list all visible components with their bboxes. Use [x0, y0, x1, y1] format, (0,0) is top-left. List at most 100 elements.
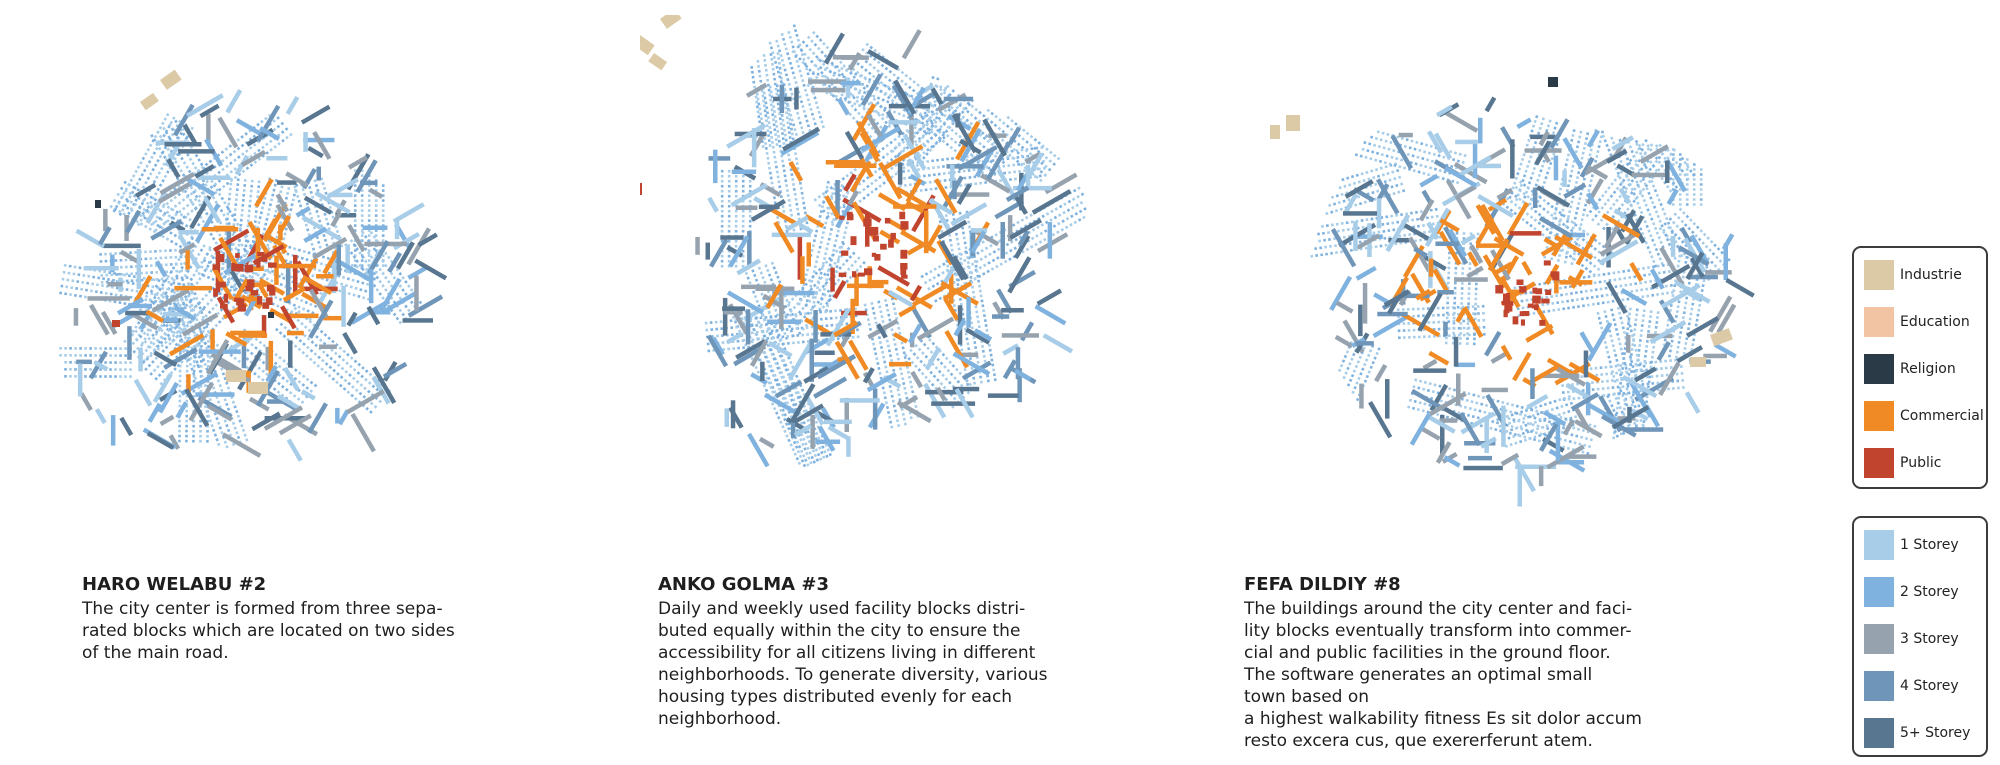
- building-block: [282, 313, 319, 319]
- house-plot: [986, 269, 990, 274]
- house-plot: [360, 264, 364, 267]
- house-plot: [938, 220, 942, 224]
- house-plot: [727, 204, 731, 208]
- house-plot: [194, 194, 199, 199]
- house-plot: [1063, 202, 1067, 206]
- house-plot: [233, 218, 237, 222]
- house-plot: [89, 347, 92, 350]
- building-block: [124, 215, 129, 241]
- house-plot: [192, 331, 197, 335]
- house-plot: [360, 374, 364, 379]
- house-plot: [159, 381, 164, 386]
- house-plot: [755, 323, 759, 327]
- building-block: [269, 307, 293, 324]
- house-plot: [880, 116, 885, 121]
- house-plot: [161, 179, 165, 183]
- house-plot: [948, 360, 952, 365]
- house-plot: [229, 285, 234, 289]
- house-plot: [970, 366, 974, 370]
- house-plot: [257, 366, 262, 371]
- house-plot: [164, 263, 168, 267]
- house-plot: [143, 337, 147, 341]
- house-plot: [401, 312, 405, 317]
- house-plot: [354, 388, 359, 393]
- house-plot: [989, 120, 994, 124]
- house-plot: [720, 219, 724, 223]
- house-plot: [281, 376, 286, 380]
- house-plot: [170, 339, 175, 343]
- house-plot: [786, 335, 790, 338]
- house-plot: [137, 196, 141, 201]
- house-plot: [777, 139, 781, 143]
- house-plot: [812, 239, 816, 243]
- house-plot: [206, 275, 211, 280]
- building-block: [346, 389, 385, 415]
- house-plot: [735, 325, 739, 329]
- house-plot: [204, 267, 209, 271]
- house-plot: [833, 244, 837, 248]
- house-plot: [780, 113, 784, 117]
- house-plot: [1067, 199, 1072, 204]
- house-plot: [216, 379, 221, 383]
- house-plot: [787, 198, 791, 202]
- house-plot: [752, 327, 756, 332]
- public-building: [257, 251, 265, 257]
- house-plot: [1012, 163, 1016, 167]
- house-plot: [188, 356, 193, 361]
- house-plot: [886, 100, 890, 104]
- house-plot: [214, 323, 219, 328]
- house-plot: [279, 220, 283, 225]
- house-plot: [167, 306, 172, 311]
- house-plot: [782, 169, 786, 173]
- house-plot: [134, 198, 138, 202]
- house-plot: [874, 187, 878, 191]
- house-plot: [822, 455, 826, 459]
- house-plot: [340, 282, 344, 286]
- house-plot: [284, 387, 289, 392]
- building-block: [145, 309, 165, 323]
- house-plot: [802, 437, 806, 441]
- public-building: [217, 281, 226, 288]
- house-plot: [860, 97, 864, 101]
- house-plot: [992, 368, 996, 372]
- house-plot: [969, 113, 974, 117]
- house-plot: [261, 275, 265, 279]
- house-plot: [278, 356, 282, 360]
- house-plot: [1020, 148, 1024, 152]
- house-plot: [192, 379, 196, 383]
- house-plot: [188, 198, 193, 202]
- house-plot: [243, 179, 247, 182]
- house-plot: [179, 169, 183, 173]
- house-plot: [837, 73, 842, 77]
- house-plot: [197, 198, 201, 203]
- house-plot: [360, 174, 364, 177]
- building-block: [163, 317, 179, 323]
- house-plot: [878, 184, 882, 188]
- house-plot: [1032, 146, 1037, 151]
- house-plot: [132, 275, 136, 279]
- house-plot: [177, 325, 181, 330]
- house-plot: [226, 407, 231, 411]
- house-plot: [821, 445, 825, 449]
- house-plot: [844, 195, 848, 199]
- building-block: [116, 296, 145, 316]
- house-plot: [930, 124, 935, 128]
- house-plot: [966, 261, 970, 265]
- house-plot: [813, 265, 817, 269]
- house-plot: [123, 180, 127, 185]
- house-plot: [169, 249, 172, 252]
- house-plot: [756, 370, 760, 374]
- house-plot: [978, 110, 982, 115]
- house-plot: [323, 370, 328, 375]
- house-plot: [225, 181, 230, 186]
- public-building: [247, 279, 255, 288]
- house-plot: [195, 296, 199, 301]
- house-plot: [369, 255, 374, 260]
- house-plot: [132, 349, 137, 354]
- house-plot: [299, 298, 304, 303]
- house-plot: [226, 386, 231, 390]
- building-block: [312, 236, 348, 260]
- building-block: [295, 206, 311, 218]
- house-plot: [201, 315, 206, 319]
- house-plot: [175, 330, 179, 335]
